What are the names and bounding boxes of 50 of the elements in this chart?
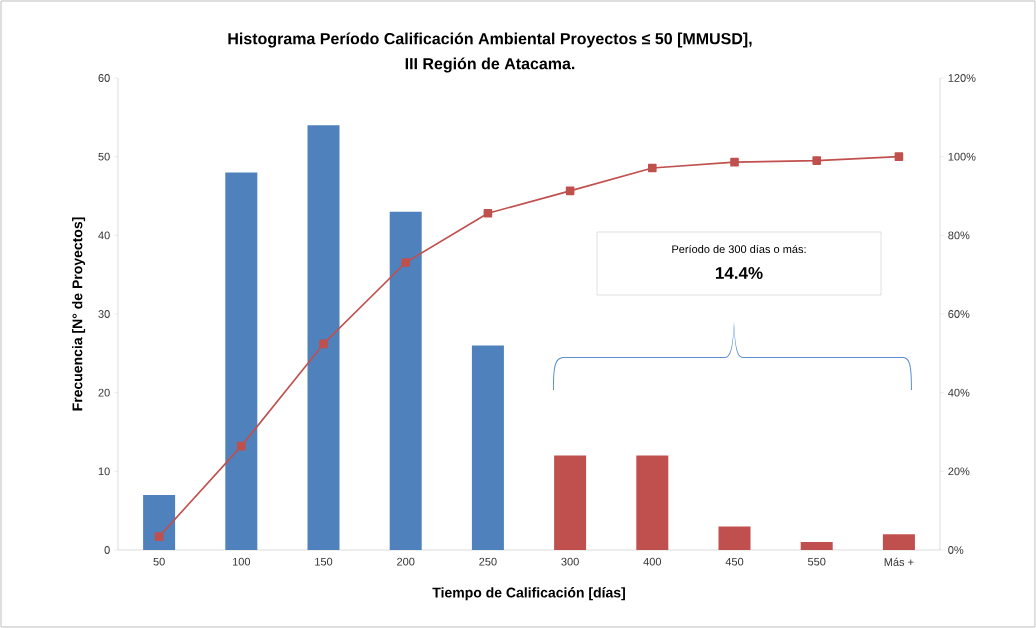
bar	[307, 125, 340, 550]
x-tick-label: 550	[807, 557, 826, 566]
bar	[636, 455, 669, 550]
bar	[225, 172, 258, 550]
bar	[143, 494, 176, 550]
point	[154, 532, 164, 541]
y-tick-label: 30	[98, 310, 110, 318]
y-tick-label: 60	[98, 74, 110, 82]
x-axis-title: Tiempo de Calificación [días]	[432, 587, 625, 601]
y2-tick-label: 40%	[948, 388, 970, 397]
bar	[554, 455, 587, 550]
y-tick-label: 10	[98, 467, 110, 476]
point	[483, 209, 493, 218]
point	[237, 441, 246, 451]
point	[894, 152, 904, 161]
y2-tick-label: 120%	[948, 74, 976, 82]
x-tick-label: 400	[643, 557, 662, 566]
x-tick-label: 100	[232, 557, 251, 566]
point	[730, 157, 739, 167]
y-axis-title: Frecuencia [N° de Proyectos]	[72, 217, 86, 411]
x-tick-label: Más +	[884, 557, 914, 566]
x-tick-label: 200	[397, 557, 415, 566]
x-tick-label: 150	[315, 557, 333, 566]
point	[648, 163, 657, 173]
chart-title: Histograma Período Calificación Ambiental Proyectos ≤ 50 [MMUSD],	[228, 32, 752, 48]
x-tick-label: 250	[479, 557, 497, 566]
point	[319, 339, 328, 349]
y-tick-label: 40	[98, 231, 110, 240]
point	[565, 186, 575, 196]
bar	[800, 542, 833, 550]
y-tick-label: 50	[98, 152, 110, 161]
chart-subtitle: III Región de Atacama.	[405, 57, 575, 73]
bar	[471, 345, 504, 550]
annotation: 14.4%	[715, 267, 763, 279]
point	[812, 156, 822, 165]
annotation: Período de 300 días o más:	[672, 244, 806, 254]
y-tick-label: 20	[98, 388, 110, 397]
y2-tick-label: 60%	[948, 310, 970, 318]
point	[401, 258, 411, 267]
bar	[718, 526, 751, 550]
y-tick-label: 0	[104, 546, 110, 554]
x-tick-label: 450	[725, 557, 744, 566]
bar	[882, 534, 915, 550]
y2-tick-label: 20%	[948, 467, 970, 476]
y2-tick-label: 0%	[948, 546, 964, 554]
x-tick-label: 50	[153, 557, 165, 566]
x-tick-label: 300	[561, 557, 579, 566]
y2-tick-label: 100%	[948, 152, 976, 161]
bar	[389, 211, 422, 550]
y2-tick-label: 80%	[948, 231, 970, 240]
